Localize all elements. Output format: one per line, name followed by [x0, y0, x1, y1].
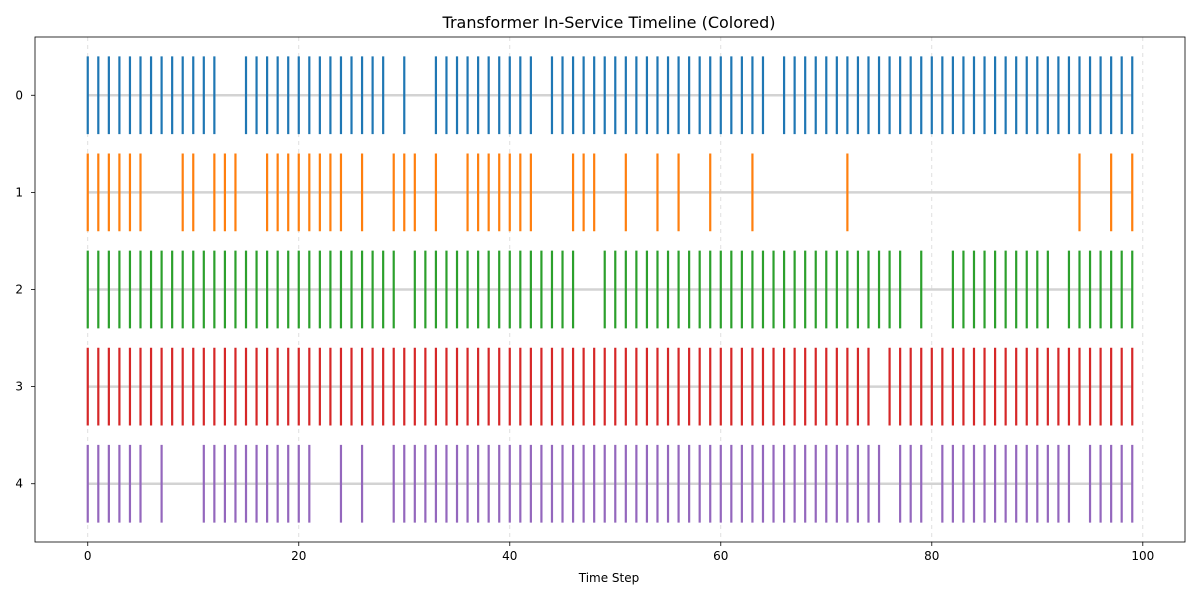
chart-title: Transformer In-Service Timeline (Colored… [442, 13, 776, 32]
x-tick-label: 60 [713, 549, 728, 563]
x-tick-label: 0 [84, 549, 92, 563]
x-tick-label: 20 [291, 549, 306, 563]
event-markers [86, 56, 1134, 523]
row-baselines [87, 94, 1133, 485]
y-tick-label: 4 [15, 477, 23, 491]
x-axis-label: Time Step [578, 571, 640, 585]
y-tick-label: 0 [15, 88, 23, 102]
y-tick-label: 2 [15, 283, 23, 297]
y-axis-ticks: 0 1 2 3 4 [15, 88, 35, 491]
x-axis-ticks: 0 20 40 60 80 100 [84, 542, 1154, 563]
y-tick-label: 3 [15, 380, 23, 394]
y-tick-label: 1 [15, 185, 23, 199]
x-tick-label: 100 [1131, 549, 1154, 563]
x-tick-label: 80 [924, 549, 939, 563]
x-tick-label: 40 [502, 549, 517, 563]
